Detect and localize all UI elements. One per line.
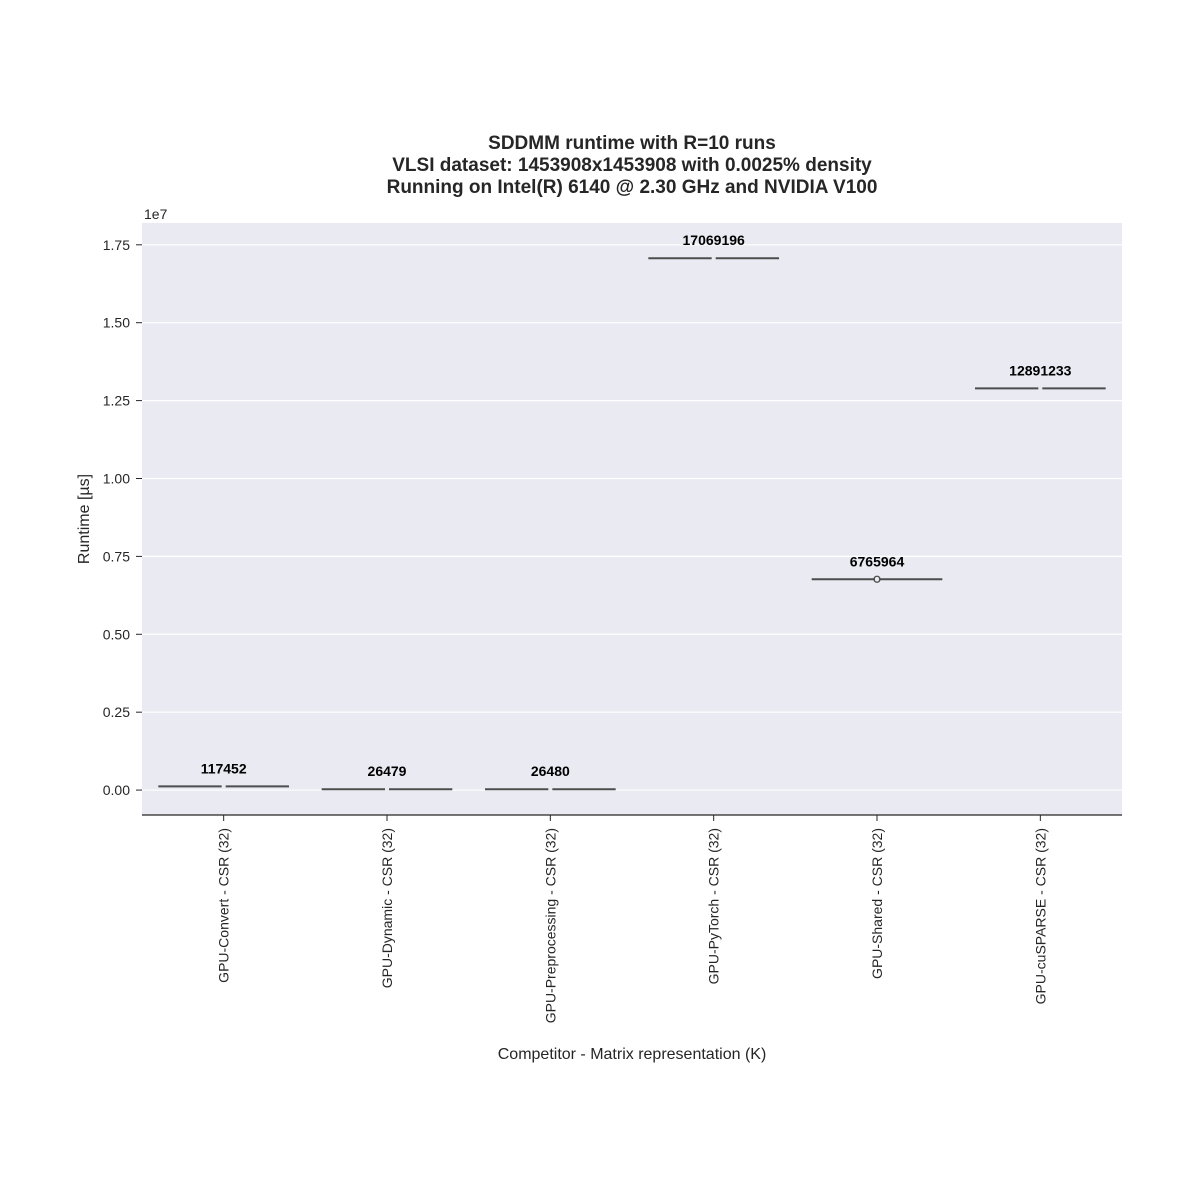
y-tick-label: 0.50: [103, 626, 130, 642]
x-axis: GPU-Convert - CSR (32) GPU-Dynamic - CSR …: [142, 814, 1122, 1023]
x-axis-label: Competitor - Matrix representation (K): [498, 1046, 767, 1063]
median-marker: [385, 787, 389, 791]
y-tick-label: 0.25: [103, 704, 130, 720]
median-marker: [221, 784, 226, 788]
y-tick-label: 1.50: [103, 315, 130, 331]
chart-title: SDDMM runtime with R=10 runs VLSI datase…: [387, 133, 878, 198]
data-label: 117452: [201, 760, 247, 776]
y-tick-label: 1.25: [103, 393, 130, 409]
chart-title-line: SDDMM runtime with R=10 runs: [488, 133, 776, 154]
median-marker: [1038, 386, 1043, 390]
median-marker: [711, 256, 716, 260]
x-tick-label: GPU-Dynamic - CSR (32): [379, 828, 395, 988]
x-tick-label: GPU-Preprocessing - CSR (32): [542, 828, 558, 1023]
plot-area: [142, 223, 1122, 815]
y-tick-label: 1.75: [103, 237, 130, 253]
y-tick-label: 1.00: [103, 470, 130, 486]
chart-title-line: Running on Intel(R) 6140 @ 2.30 GHz and …: [387, 177, 878, 198]
data-label: 12891233: [1009, 362, 1072, 378]
y-axis-offset-label: 1e7: [144, 206, 168, 222]
outlier-point: [873, 575, 881, 583]
grid: [142, 244, 1122, 791]
y-tick-label: 0.75: [103, 548, 130, 564]
x-tick-label: GPU-cuSPARSE - CSR (32): [1032, 828, 1048, 1004]
median-marker: [875, 577, 879, 581]
chart-title-line: VLSI dataset: 1453908x1453908 with 0.002…: [392, 155, 872, 176]
y-tick-label: 0.00: [103, 782, 130, 798]
y-axis-label: Runtime [µs]: [76, 474, 93, 564]
data-label: 26479: [368, 763, 407, 779]
boxes: [158, 256, 1106, 791]
data-labels: 117452 26479 26480 17069196 6765964 12891233: [201, 232, 1072, 779]
x-tick-label: GPU-Convert - CSR (32): [216, 828, 232, 983]
data-label: 6765964: [850, 553, 905, 569]
median-marker: [548, 787, 553, 791]
x-tick-label: GPU-Shared - CSR (32): [869, 828, 885, 979]
data-label: 17069196: [683, 232, 746, 248]
data-label: 26480: [531, 763, 570, 779]
x-tick-label: GPU-PyTorch - CSR (32): [706, 828, 722, 984]
y-axis: 0.00 0.25 0.50 0.75 1.00 1.25 1.50 1.75: [103, 237, 142, 798]
